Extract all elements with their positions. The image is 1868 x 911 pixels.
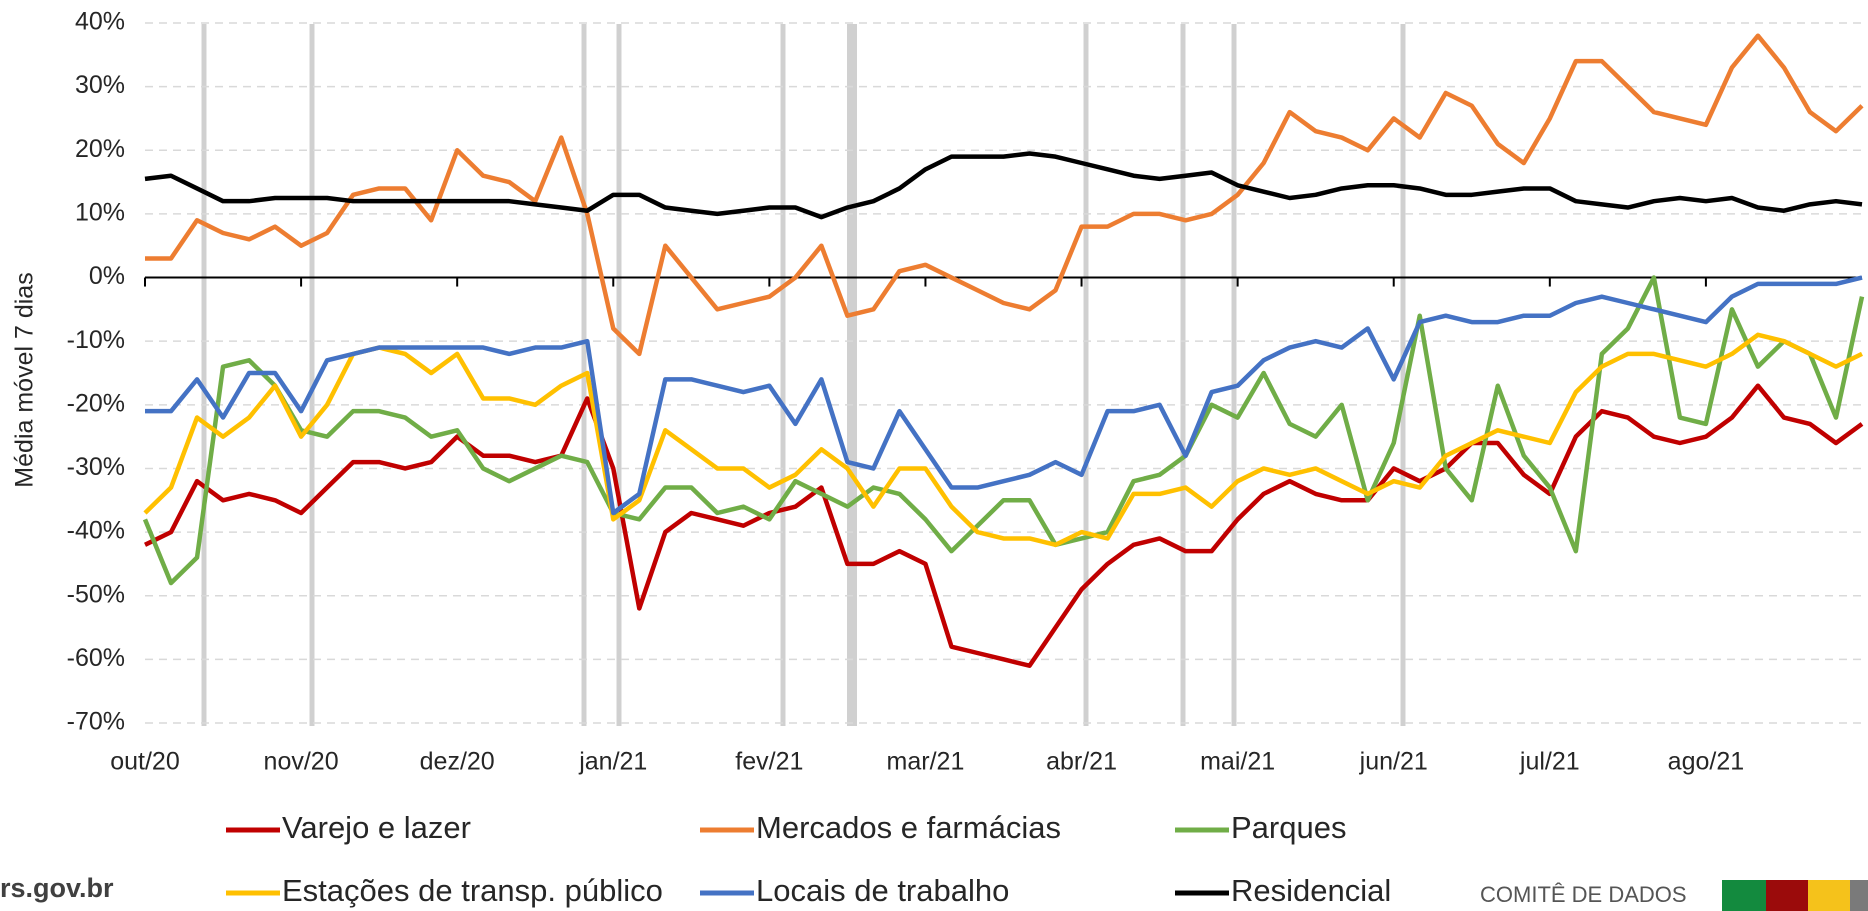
y-tick-label: -60% (67, 644, 125, 672)
y-tick-label: -10% (67, 326, 125, 354)
x-tick-label: out/20 (110, 748, 180, 776)
x-tick-label: jul/21 (1519, 748, 1580, 776)
y-tick-label: 10% (75, 199, 125, 227)
y-tick-label: -20% (67, 389, 125, 417)
x-tick-label: jan/21 (578, 748, 647, 776)
series-line (143, 332, 1863, 548)
legend-label: Residencial (1231, 873, 1391, 908)
x-tick-label: mar/21 (887, 748, 965, 776)
y-tick-label: -30% (67, 453, 125, 481)
series-line (145, 33, 1864, 357)
footer-site: rs.gov.br (0, 873, 114, 903)
x-tick-label: fev/21 (735, 748, 803, 776)
x-tick-label: abr/21 (1046, 748, 1117, 776)
legend-label: Locais de trabalho (756, 873, 1009, 908)
y-tick-label: -70% (67, 708, 125, 736)
y-tick-label: -40% (67, 517, 125, 545)
x-tick-label: nov/20 (264, 748, 339, 776)
footer-org: COMITÊ DE DADOS (1480, 882, 1687, 907)
legend-label: Mercados e farmácias (756, 810, 1061, 845)
legend-label: Parques (1231, 810, 1346, 845)
y-tick-label: 30% (75, 71, 125, 99)
y-tick-label: -50% (67, 580, 125, 608)
y-tick-label: 20% (75, 135, 125, 163)
series-line (145, 275, 1863, 516)
series-line (142, 275, 1865, 586)
x-tick-label: dez/20 (420, 748, 495, 776)
y-tick-label: 40% (75, 8, 125, 36)
series-line (144, 383, 1864, 668)
legend-label: Varejo e lazer (282, 810, 471, 845)
y-tick-label: 0% (89, 262, 125, 290)
x-tick-label: ago/21 (1668, 748, 1744, 776)
legend-label: Estações de transp. público (282, 873, 663, 908)
x-tick-label: jun/21 (1359, 748, 1428, 776)
logo-bars (1722, 880, 1868, 911)
y-axis-label: Média móvel 7 dias (11, 272, 39, 487)
series-line (144, 151, 1863, 220)
x-tick-label: mai/21 (1200, 748, 1275, 776)
holiday-markers (201, 24, 1406, 726)
